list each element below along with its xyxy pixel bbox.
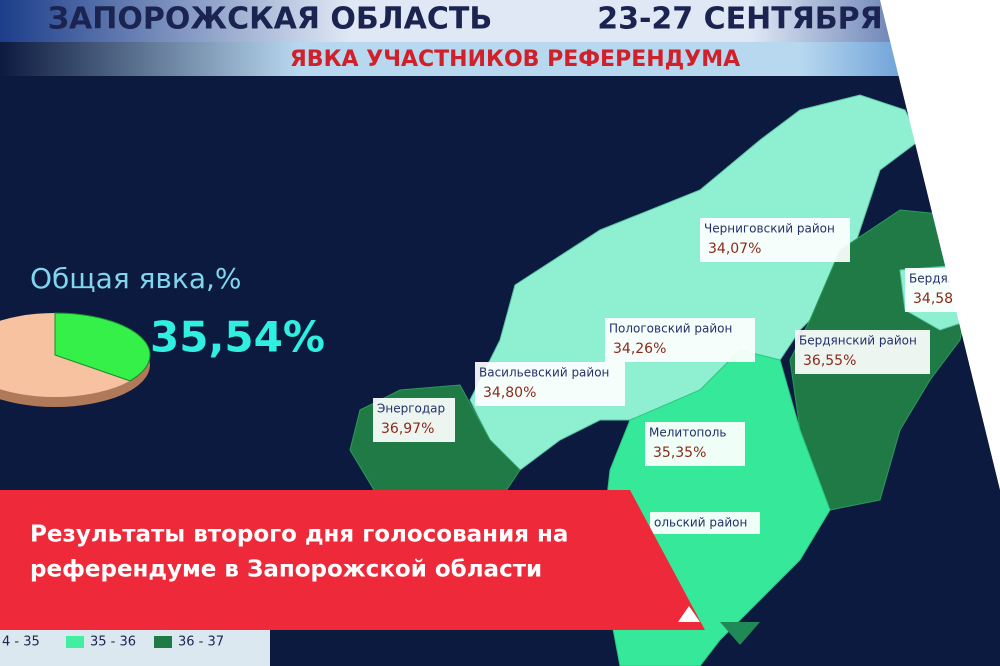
region-name: Пологовский район: [609, 322, 732, 336]
banner-line: Результаты второго дня голосования на: [30, 522, 568, 548]
region-name: Бердянский район: [799, 334, 917, 348]
banner-arrow-green: [720, 622, 760, 645]
legend-label: 4 - 35: [2, 635, 40, 650]
pie: [0, 312, 151, 407]
region-name: Энергодар: [377, 402, 445, 416]
legend-swatch: [66, 636, 84, 648]
label-box: [645, 422, 745, 466]
legend-swatch: [154, 636, 172, 648]
region-turnout: 34,07%: [708, 241, 761, 257]
region-name: Черниговский район: [704, 222, 835, 236]
region-turnout: 35,35%: [653, 445, 706, 461]
title: ЗАПОРОЖСКАЯ ОБЛАСТЬ: [48, 2, 493, 37]
label-box: [605, 318, 755, 362]
banner: [0, 490, 705, 630]
label-box: [795, 330, 930, 374]
legend-label: 36 - 37: [178, 635, 224, 650]
label-box: [475, 362, 625, 406]
turnout-caption: Общая явка,%: [30, 262, 242, 295]
region-name: ольский район: [654, 516, 747, 530]
label-box: [700, 218, 850, 262]
region-labels: Черниговский район34,07%Бердянск34,58%По…: [373, 218, 969, 534]
label-box: [650, 512, 760, 534]
legend: 4 - 35 35 - 36 36 - 37: [2, 635, 224, 650]
region-turnout: 36,97%: [381, 421, 434, 437]
banner-line: референдуме в Запорожской области: [30, 557, 542, 583]
region-name: Васильевский район: [479, 366, 609, 380]
legend-label: 35 - 36: [90, 635, 136, 650]
corner-white: [880, 0, 1000, 490]
turnout-value: 35,54%: [150, 313, 325, 362]
label-box: [373, 398, 455, 442]
banner-arrow: [678, 606, 700, 622]
pie-slice: [54, 312, 151, 382]
legend-box: [0, 630, 270, 666]
region-turnout: 34,26%: [613, 341, 666, 357]
subtitle: ЯВКА УЧАСТНИКОВ РЕФЕРЕНДУМА: [290, 47, 740, 72]
region-turnout: 36,55%: [803, 353, 856, 369]
header-band: [0, 0, 1000, 42]
dates: 23-27 СЕНТЯБРЯ: [597, 2, 883, 37]
region-name: Мелитополь: [649, 426, 726, 440]
subheader-band: [0, 42, 1000, 76]
region-turnout: 34,80%: [483, 385, 536, 401]
